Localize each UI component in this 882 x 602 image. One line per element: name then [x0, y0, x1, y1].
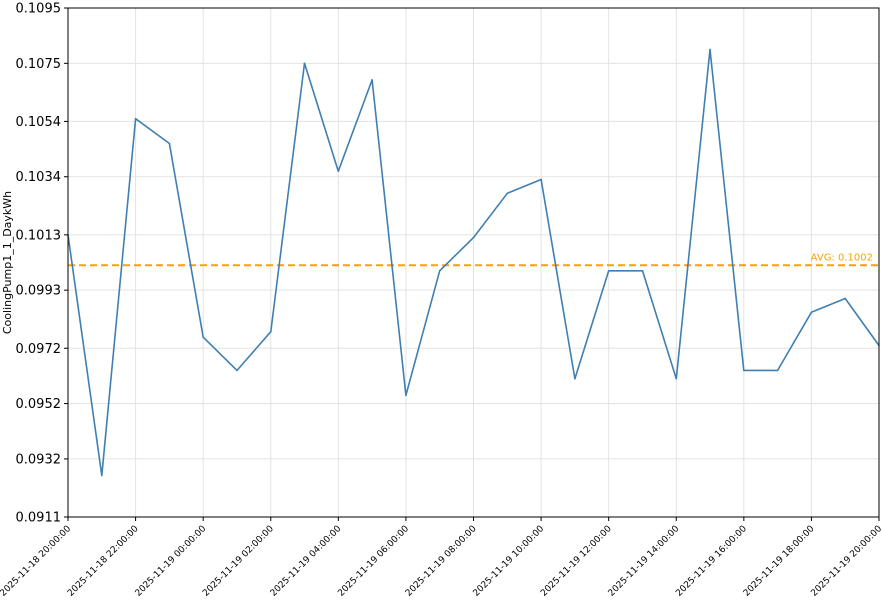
- x-tick-label: 2025-11-19 00:00:00: [134, 524, 209, 598]
- average-line-group: AVG: 0.1002: [68, 252, 879, 267]
- data-point: [675, 377, 678, 380]
- data-point: [269, 330, 272, 333]
- data-point: [438, 269, 441, 272]
- x-tick-label: 2025-11-19 02:00:00: [201, 524, 276, 598]
- data-point: [709, 48, 711, 51]
- data-point: [337, 170, 340, 173]
- data-point: [574, 377, 576, 380]
- x-tick-label: 2025-11-18 22:00:00: [66, 524, 141, 598]
- y-tick-label: 0.1054: [16, 115, 62, 130]
- y-tick-label: 0.0952: [16, 397, 62, 412]
- x-tick-label: 2025-11-19 06:00:00: [336, 524, 411, 598]
- x-tick-label: 2025-11-18 20:00:00: [0, 524, 73, 598]
- data-point: [810, 311, 813, 314]
- data-point: [303, 62, 306, 65]
- x-tick-label: 2025-11-19 16:00:00: [674, 524, 749, 598]
- x-tick-label: 2025-11-19 08:00:00: [404, 524, 479, 598]
- x-tick-label: 2025-11-19 04:00:00: [269, 524, 344, 598]
- x-tick-label: 2025-11-19 10:00:00: [472, 524, 547, 598]
- data-point: [202, 336, 204, 338]
- data-point: [743, 369, 745, 372]
- y-tick-label: 0.0993: [16, 284, 62, 299]
- y-tick-label: 0.0972: [16, 342, 62, 357]
- data-point: [236, 369, 238, 372]
- data-point: [100, 474, 103, 477]
- y-tick-label: 0.0911: [16, 511, 62, 526]
- x-tick-label: 2025-11-19 18:00:00: [742, 524, 817, 598]
- y-tick-label: 0.1075: [16, 57, 62, 72]
- data-point: [844, 297, 847, 300]
- data-point: [641, 269, 644, 272]
- x-tick-label: 2025-11-19 20:00:00: [809, 524, 882, 598]
- y-tick-label: 0.1095: [16, 2, 62, 17]
- x-tick-label: 2025-11-19 12:00:00: [539, 524, 614, 598]
- data-point: [371, 79, 373, 81]
- data-point: [168, 142, 171, 145]
- x-tick-label: 2025-11-19 14:00:00: [607, 524, 682, 598]
- data-point: [472, 236, 475, 239]
- data-point: [134, 117, 137, 120]
- data-point: [506, 192, 509, 195]
- data-point: [607, 269, 610, 272]
- data-point: [540, 178, 542, 181]
- y-axis-label: CoolingPump1_1_DaykWh: [1, 191, 14, 334]
- average-label: AVG: 0.1002: [811, 252, 873, 263]
- y-tick-label: 0.1034: [16, 170, 62, 185]
- data-point: [405, 394, 407, 397]
- series-group: [67, 48, 880, 477]
- y-tick-label: 0.0932: [16, 452, 62, 467]
- y-axis: 0.0911 0.0932 0.0952 0.0972 0.0993 0.1013 0.10…: [16, 2, 68, 526]
- data-point: [776, 369, 779, 372]
- y-tick-label: 0.1013: [16, 228, 62, 243]
